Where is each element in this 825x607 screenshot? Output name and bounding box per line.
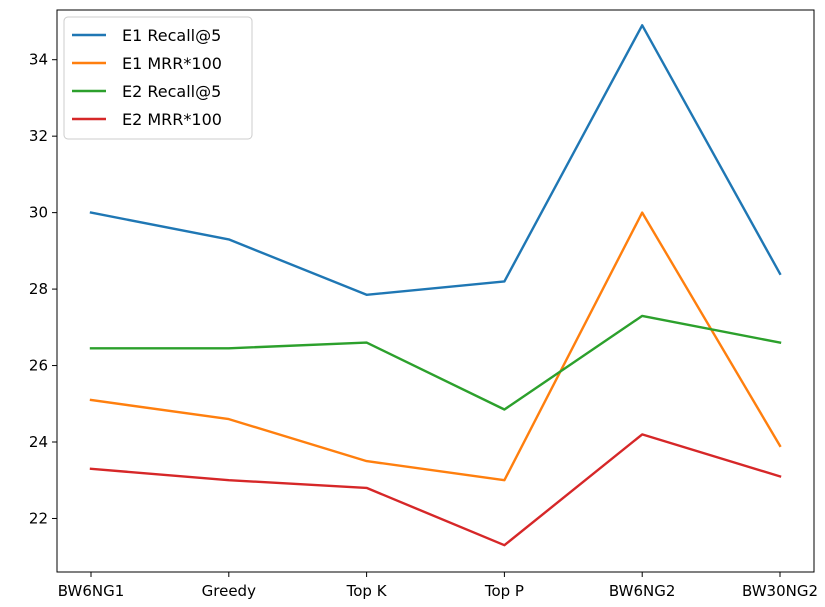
y-tick-label: 32 [29, 127, 48, 145]
y-tick-label: 34 [29, 51, 48, 69]
legend-box [63, 16, 253, 140]
legend-label-2: E2 Recall@5 [122, 82, 221, 101]
x-tick-label: BW6NG1 [58, 582, 125, 600]
series-layer [89, 24, 782, 547]
x-tick-label: BW6NG2 [609, 582, 676, 600]
series-line-1 [89, 211, 782, 482]
y-tick-label: 30 [29, 204, 48, 222]
series-line-3 [89, 433, 782, 547]
x-tick-label: BW30NG2 [742, 582, 818, 600]
series-line-0 [89, 24, 782, 296]
x-tick-label: Top P [484, 582, 524, 600]
y-tick-label: 22 [29, 509, 48, 527]
legend-label-0: E1 Recall@5 [122, 26, 221, 45]
y-tick-label: 24 [29, 433, 48, 451]
legend-label-3: E2 MRR*100 [122, 110, 222, 129]
y-axis: 22 24 26 28 30 32 34 [29, 51, 57, 527]
y-tick-label: 28 [29, 280, 48, 298]
x-tick-label: Greedy [202, 582, 256, 600]
x-axis: BW6NG1 Greedy Top K Top P BW6NG2 BW30NG2 [58, 572, 818, 600]
plot-frame [56, 9, 815, 573]
legend-label-1: E1 MRR*100 [122, 54, 222, 73]
y-tick-label: 26 [29, 357, 48, 375]
x-tick-label: Top K [346, 582, 388, 600]
series-line-2 [89, 314, 782, 411]
legend: E1 Recall@5 E1 MRR*100 E2 Recall@5 E2 MRR*1… [63, 16, 253, 140]
